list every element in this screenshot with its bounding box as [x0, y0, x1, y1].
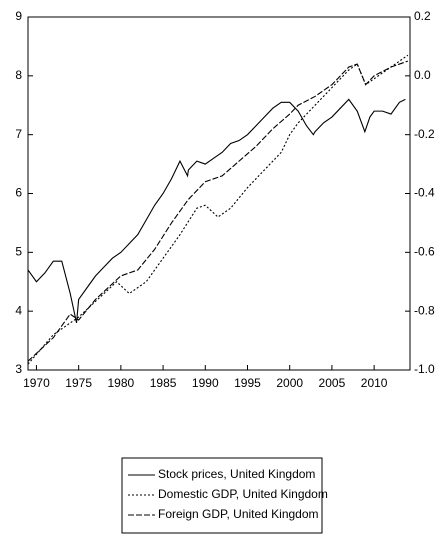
x-tick-label: 1970 [23, 376, 50, 390]
legend-label: Stock prices, United Kingdom [158, 467, 315, 481]
plot-frame [27, 16, 411, 371]
series-line [27, 60, 409, 362]
y2-tick-label: -0.8 [414, 303, 435, 317]
y-tick-label: 3 [15, 362, 22, 376]
y2-tick-label: -1.0 [414, 362, 435, 376]
x-tick-label: 2010 [361, 376, 388, 390]
legend-label: Domestic GDP, United Kingdom [158, 487, 328, 501]
x-tick-label: 1975 [65, 376, 92, 390]
x-tick-label: 1980 [108, 376, 135, 390]
y-tick-label: 9 [15, 9, 22, 23]
y-tick-label: 7 [15, 127, 22, 141]
series-line [27, 98, 406, 324]
y2-tick-label: 0.2 [414, 9, 431, 23]
y2-tick-label: -0.4 [414, 186, 435, 200]
y2-tick-label: -0.6 [414, 245, 435, 259]
x-tick-label: 1990 [192, 376, 219, 390]
y-tick-label: 6 [15, 186, 22, 200]
x-tick-label: 1985 [150, 376, 177, 390]
y-tick-label: 4 [15, 303, 22, 317]
legend-label: Foreign GDP, United Kingdom [158, 507, 319, 521]
y-tick-label: 8 [15, 68, 22, 82]
y2-tick-label: 0.0 [414, 68, 431, 82]
legend-box [121, 457, 323, 534]
x-tick-label: 2005 [319, 376, 346, 390]
x-tick-label: 2000 [276, 376, 303, 390]
x-tick-label: 1995 [234, 376, 261, 390]
y-tick-label: 5 [15, 245, 22, 259]
y2-tick-label: -0.2 [414, 127, 435, 141]
